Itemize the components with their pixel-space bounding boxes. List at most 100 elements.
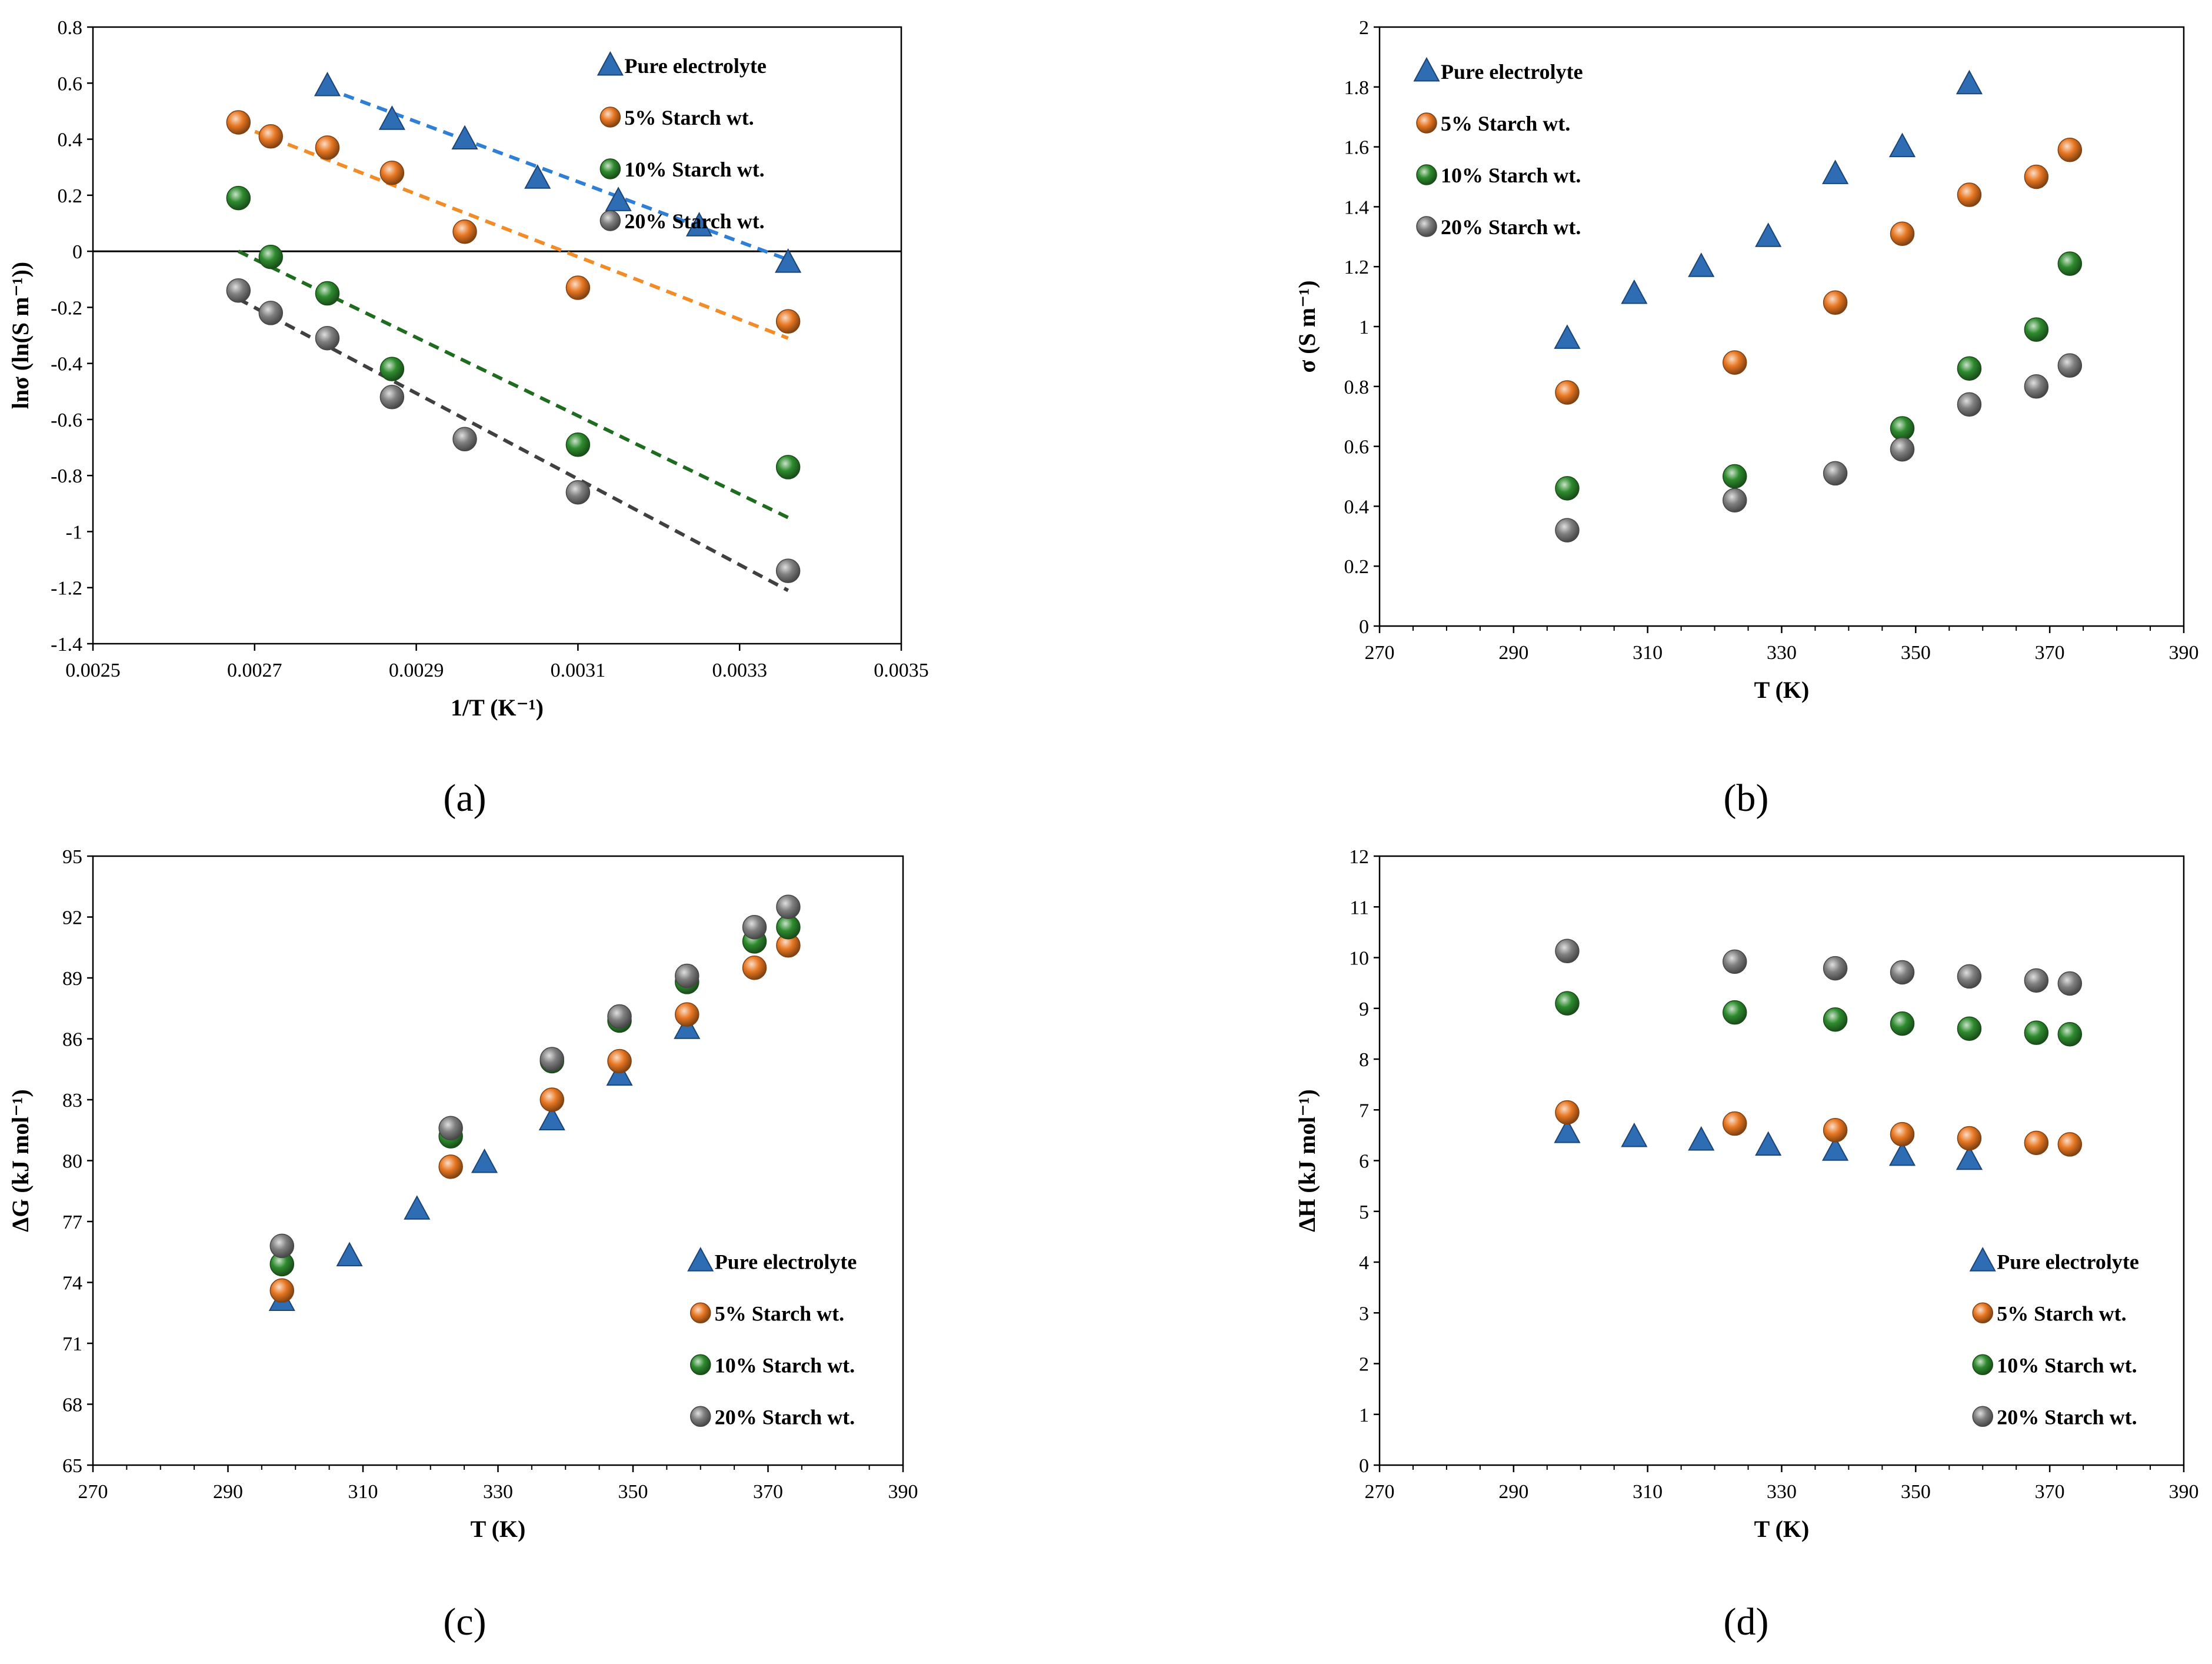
x-tick-label: 370	[753, 1481, 783, 1503]
data-point	[269, 1233, 295, 1259]
legend-marker-pure	[1969, 1247, 1996, 1272]
chart-c: 65 68 71 74 77 80 83 86 89 92 95 270 290 310 330 350 370…	[7, 846, 918, 1643]
legend-marker-s20	[1416, 216, 1437, 237]
x-tick-label: 270	[1365, 642, 1395, 664]
series-s10	[226, 185, 801, 480]
data-point	[1755, 222, 1782, 247]
data-point	[2024, 164, 2049, 189]
x-tick-label: 0.0033	[712, 660, 767, 681]
data-point	[1890, 1011, 1915, 1036]
y-tick-label: -0.8	[51, 465, 82, 487]
legend: Pure electrolyte 5% Starch wt. 10% Starch …	[597, 51, 767, 233]
data-point	[314, 71, 341, 96]
data-point	[438, 1116, 463, 1141]
data-point	[538, 1106, 565, 1130]
series-pure	[1554, 69, 1983, 349]
y-tick-label: -1.2	[51, 578, 82, 600]
y-tick-label: 1	[1359, 1405, 1369, 1426]
data-point	[539, 1087, 565, 1112]
y-tick-label: 71	[62, 1333, 82, 1355]
data-point	[315, 281, 340, 306]
data-point	[258, 124, 284, 149]
data-point	[226, 185, 251, 211]
data-point	[1823, 956, 1848, 981]
x-tick-label: 310	[1633, 642, 1663, 664]
data-point	[336, 1242, 363, 1267]
y-tick-label: 0.2	[58, 185, 83, 207]
y-tick-label: 11	[1350, 897, 1369, 918]
data-point	[1723, 949, 1747, 974]
x-tick-label: 330	[483, 1481, 513, 1503]
legend-marker-s20	[690, 1406, 711, 1427]
panel-caption: (d)	[1724, 1600, 1769, 1643]
x-tick-label: 0.0035	[874, 660, 929, 681]
data-point	[775, 455, 801, 480]
legend-label-s5: 5% Starch wt.	[1441, 112, 1570, 135]
legend-marker-s10	[1416, 164, 1437, 185]
y-tick-label: 9	[1359, 999, 1369, 1020]
chart-a: 0.8 0.6 0.4 0.2 0 -0.2 -0.4 -0.6 -0.8 -1 -1.2 -1.4 0…	[7, 17, 929, 820]
legend-label-pure: Pure electrolyte	[624, 54, 767, 78]
legend-label-s10: 10% Starch wt.	[715, 1353, 855, 1377]
x-tick-label: 290	[213, 1481, 243, 1503]
data-point	[452, 427, 477, 452]
data-point	[742, 956, 767, 980]
data-point	[605, 187, 632, 211]
data-point	[1823, 461, 1848, 486]
data-point	[1555, 1100, 1580, 1125]
x-tick-label: 270	[78, 1481, 108, 1503]
series-s10	[1555, 251, 2083, 501]
data-point	[674, 1014, 701, 1039]
x-tick-label: 330	[1767, 642, 1797, 664]
x-tick-label: 0.0031	[551, 660, 606, 681]
data-point	[1888, 132, 1916, 158]
legend-marker-s5	[599, 107, 621, 128]
legend: Pure electrolyte 5% Starch wt. 10% Starch …	[687, 1247, 857, 1429]
data-point	[606, 1061, 633, 1086]
y-tick-label: 0	[1359, 616, 1369, 638]
series-s5	[226, 110, 801, 334]
data-point	[1688, 1126, 1715, 1151]
y-tick-label: 4	[1359, 1252, 1369, 1274]
data-point	[451, 125, 478, 150]
series-s5	[1555, 137, 2083, 405]
data-point	[471, 1148, 498, 1173]
y-tick-label: 80	[62, 1151, 82, 1173]
legend-marker-pure	[1413, 56, 1440, 82]
legend-marker-pure	[687, 1247, 714, 1272]
y-tick-label: -0.4	[51, 354, 82, 375]
x-axis-label: T (K)	[471, 1516, 526, 1542]
data-point	[1554, 324, 1581, 349]
data-point	[775, 558, 801, 583]
legend-label-pure: Pure electrolyte	[1441, 60, 1583, 84]
data-point	[539, 1047, 565, 1071]
x-axis-label: 1/T (K⁻¹)	[451, 694, 544, 721]
data-point	[742, 915, 767, 940]
legend-marker-s20	[599, 210, 621, 231]
data-point	[1957, 356, 1982, 381]
y-tick-label: 0.2	[1344, 556, 1370, 578]
x-tick-label: 390	[888, 1481, 918, 1503]
y-tick-label: 1.6	[1344, 137, 1370, 159]
data-point	[452, 219, 477, 244]
y-tick-label: 2	[1359, 17, 1369, 39]
data-point	[2024, 317, 2049, 342]
data-point	[565, 480, 591, 505]
data-point	[1890, 416, 1915, 441]
x-axis-label: T (K)	[1754, 1516, 1810, 1542]
y-tick-label: 6	[1359, 1151, 1369, 1173]
data-point	[1957, 392, 1982, 417]
x-tick-label: 310	[348, 1481, 378, 1503]
y-tick-label: -1	[66, 521, 82, 543]
data-point	[258, 244, 284, 269]
y-tick-label: 1	[1359, 317, 1369, 338]
data-point	[1957, 1016, 1982, 1041]
data-point	[1554, 1118, 1581, 1143]
data-point	[258, 301, 284, 325]
legend-label-s5: 5% Starch wt.	[1997, 1302, 2126, 1325]
data-point	[1723, 350, 1747, 375]
x-tick-label: 290	[1498, 642, 1528, 664]
data-point	[2024, 374, 2049, 399]
legend-label-pure: Pure electrolyte	[715, 1250, 857, 1273]
